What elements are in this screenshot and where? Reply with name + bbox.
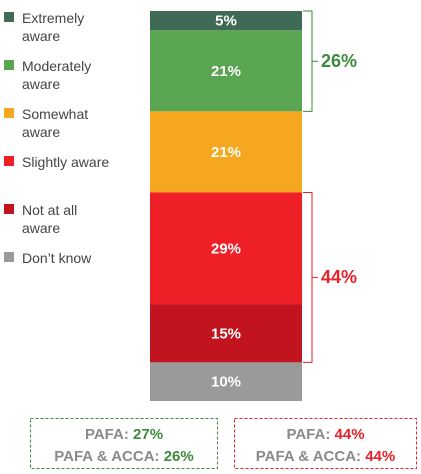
value-label: 21% xyxy=(211,144,241,161)
legend-item: Don’t know xyxy=(4,249,124,267)
bar-segment xyxy=(150,30,302,112)
value-label: 21% xyxy=(211,63,241,80)
comparison-label: PAFA & ACCA: xyxy=(256,448,361,465)
comparison-value: 44% xyxy=(365,448,395,465)
bracket-label: 26% xyxy=(321,51,357,71)
legend-swatch xyxy=(4,60,14,70)
comparison-row: PAFA & ACCA: 26% xyxy=(54,448,193,465)
comparison-row: PAFA: 27% xyxy=(85,426,163,443)
legend-label: Slightly aware xyxy=(22,154,110,170)
value-label: 29% xyxy=(211,240,241,257)
bracket xyxy=(303,10,318,112)
comparison-box xyxy=(234,418,417,469)
legend-label: Moderately aware xyxy=(22,58,92,92)
comparison-value: 44% xyxy=(335,426,365,443)
legend-swatch xyxy=(4,204,14,214)
bar-segment xyxy=(150,304,302,363)
legend-label: Don’t know xyxy=(22,250,92,266)
comparison-value: 27% xyxy=(133,426,163,443)
comparison-label: PAFA & ACCA: xyxy=(54,448,159,465)
bracket xyxy=(303,191,318,363)
legend-swatch xyxy=(4,252,14,262)
legend-label: Not at all aware xyxy=(22,202,78,236)
legend-item: Not at all aware xyxy=(4,201,124,237)
bar-segment xyxy=(150,11,302,31)
value-label: 10% xyxy=(211,374,241,391)
comparison-box xyxy=(30,418,218,469)
legend-item: Slightly aware xyxy=(4,153,124,171)
legend-label: Extremely aware xyxy=(22,10,85,44)
legend-label: Somewhat aware xyxy=(22,106,89,140)
legend-item: Somewhat aware xyxy=(4,105,124,141)
bar-segment xyxy=(150,111,302,193)
value-label: 15% xyxy=(211,325,241,342)
value-label: 5% xyxy=(215,13,237,30)
comparison-row: PAFA: 44% xyxy=(286,426,364,443)
comparison-value: 26% xyxy=(164,448,194,465)
legend-swatch xyxy=(4,12,14,22)
bracket-label: 44% xyxy=(321,267,357,287)
comparison-label: PAFA: xyxy=(85,426,129,443)
legend-swatch xyxy=(4,108,14,118)
legend-item: Moderately aware xyxy=(4,57,124,93)
bar-segment xyxy=(150,362,302,401)
bar-segment xyxy=(150,192,302,305)
comparison-row: PAFA & ACCA: 44% xyxy=(256,448,395,465)
legend-item: Extremely aware xyxy=(4,9,124,45)
legend-swatch xyxy=(4,156,14,166)
comparison-label: PAFA: xyxy=(286,426,330,443)
